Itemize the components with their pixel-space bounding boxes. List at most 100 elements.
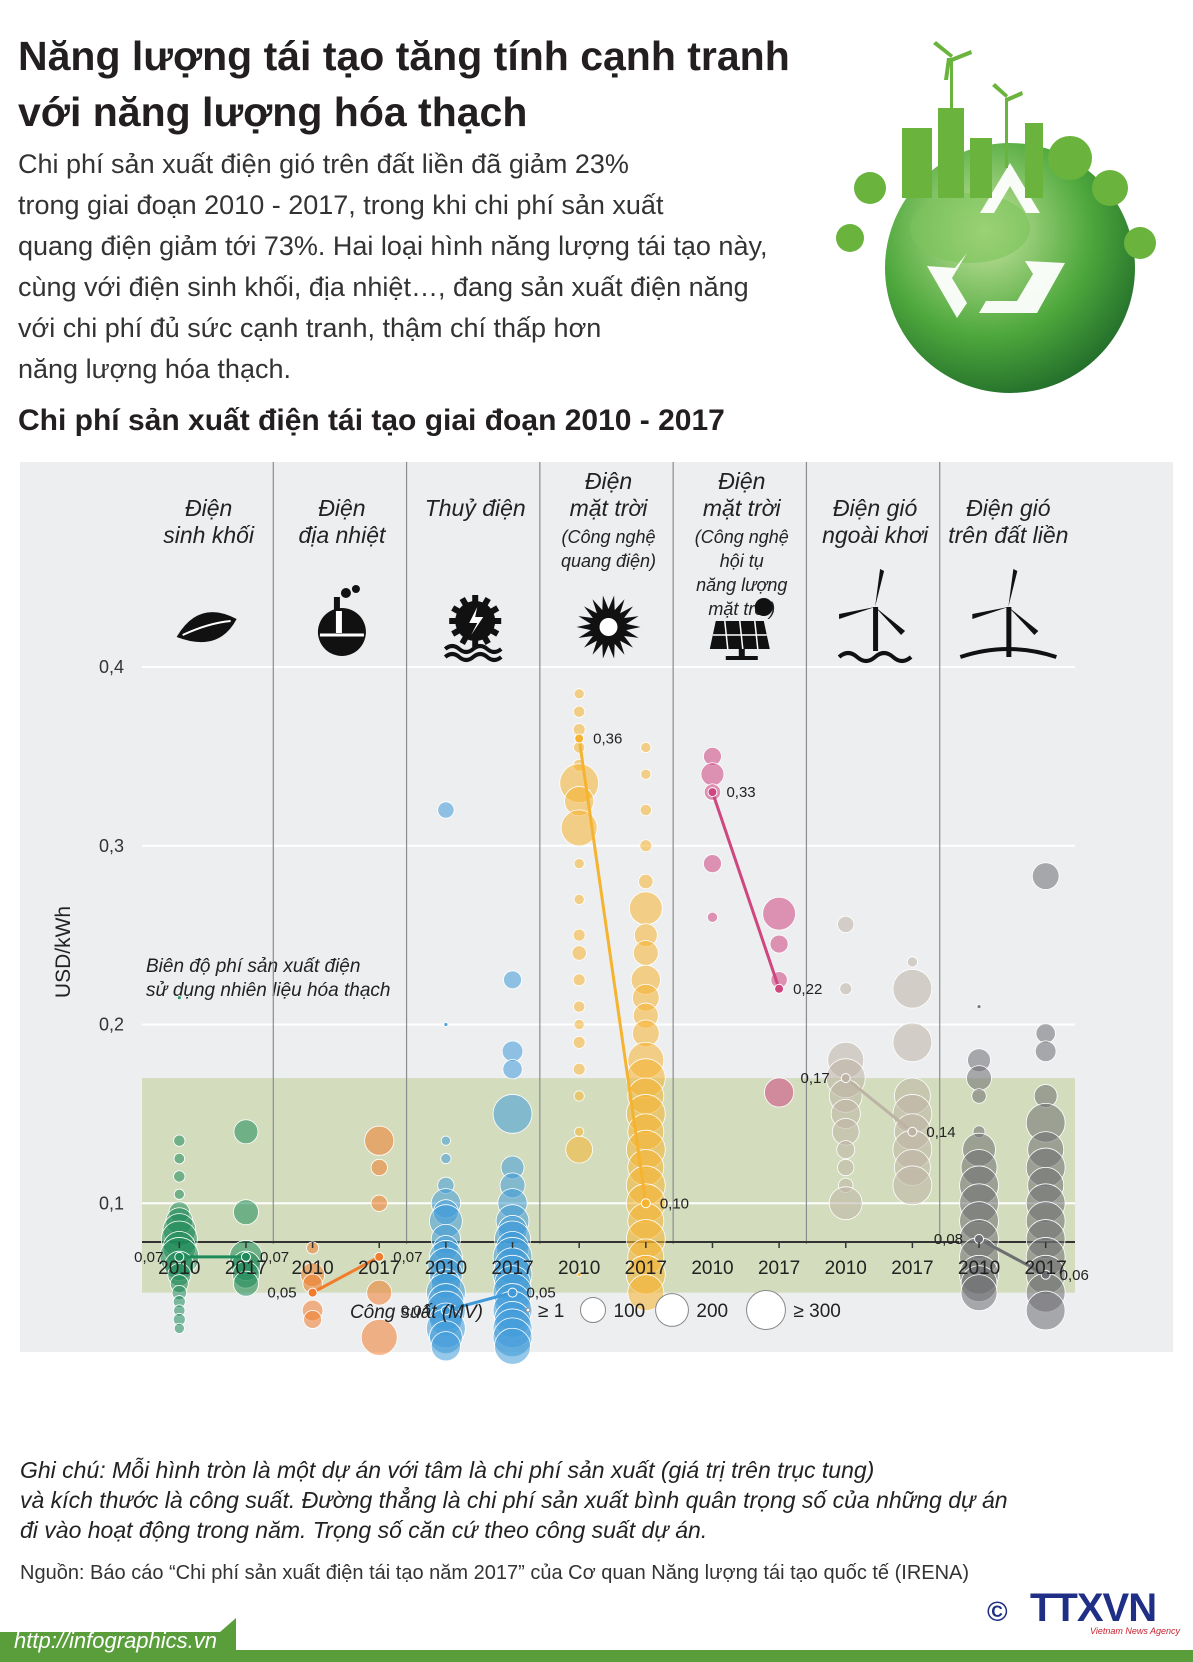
copyright-icon: © bbox=[987, 1596, 1008, 1627]
x-tick-label: 2010 bbox=[691, 1258, 733, 1279]
project-bubble bbox=[360, 1318, 398, 1356]
project-bubble bbox=[572, 928, 586, 942]
x-tick-label: 2017 bbox=[625, 1258, 667, 1279]
average-point bbox=[1040, 1269, 1051, 1280]
project-bubble bbox=[764, 1077, 795, 1108]
chart: Biên độ phí sản xuất điện sử dụng nhiên l… bbox=[20, 462, 1173, 1365]
category-label: quang điện) bbox=[561, 551, 656, 571]
x-tick-label: 2017 bbox=[491, 1258, 533, 1279]
average-point bbox=[774, 983, 785, 994]
project-bubble bbox=[502, 1059, 523, 1080]
project-bubble bbox=[640, 768, 652, 780]
legend-bubble bbox=[525, 1307, 531, 1313]
category-label: Điện bbox=[318, 495, 365, 521]
category-label: Điện bbox=[585, 468, 632, 494]
average-point bbox=[440, 1305, 451, 1316]
average-label: 0,05 bbox=[267, 1285, 296, 1302]
project-bubble bbox=[762, 896, 796, 931]
category-label: mặt trời bbox=[703, 495, 782, 521]
project-bubble bbox=[573, 1018, 585, 1031]
project-bubble bbox=[906, 956, 918, 968]
website-link[interactable]: http://infographics.vn bbox=[14, 1628, 218, 1653]
band-label: Biên độ phí sản xuất điện bbox=[146, 956, 360, 977]
category-label: trên đất liền bbox=[948, 522, 1068, 548]
average-label: 0,08 bbox=[934, 1231, 963, 1248]
legend-title: Công suất (MV) bbox=[350, 1302, 483, 1323]
category-label: Thuỷ điện bbox=[425, 495, 526, 521]
intro-text: Chi phí sản xuất điện gió trên đất liền … bbox=[18, 149, 768, 384]
project-bubble bbox=[573, 858, 585, 870]
project-bubble bbox=[173, 1170, 186, 1183]
legend-bubble bbox=[580, 1297, 606, 1323]
project-bubble bbox=[572, 973, 586, 987]
hydro-icon bbox=[443, 595, 503, 662]
project-bubble bbox=[971, 1088, 987, 1104]
project-bubble bbox=[501, 1040, 524, 1063]
page-title: Năng lượng tái tạo tăng tính cạnh tranh … bbox=[18, 33, 790, 135]
project-bubble bbox=[828, 1186, 863, 1221]
chart-title: Chi phí sản xuất điện tái tạo giai đoạn … bbox=[18, 404, 725, 437]
project-bubble bbox=[430, 1331, 461, 1362]
y-tick-label: 0,3 bbox=[99, 836, 124, 856]
project-bubble bbox=[1031, 862, 1060, 890]
project-bubble bbox=[836, 1140, 856, 1160]
project-bubble bbox=[565, 1135, 593, 1164]
legend-label: 200 bbox=[696, 1301, 728, 1322]
x-tick-label: 2010 bbox=[158, 1258, 200, 1279]
project-bubble bbox=[303, 1310, 323, 1329]
x-tick-label: 2010 bbox=[425, 1258, 467, 1279]
project-bubble bbox=[173, 1188, 185, 1200]
category-label: ngoài khơi bbox=[822, 522, 929, 548]
average-point bbox=[840, 1073, 851, 1084]
project-bubble bbox=[627, 1274, 665, 1312]
project-bubble bbox=[839, 982, 853, 996]
legend-label: 100 bbox=[614, 1301, 646, 1322]
legend-label: ≥ 300 bbox=[793, 1301, 840, 1322]
project-bubble bbox=[437, 801, 455, 819]
project-bubble bbox=[364, 1125, 395, 1156]
average-point bbox=[707, 787, 718, 798]
category-label: (Công nghệ bbox=[561, 527, 655, 547]
x-tick-label: 2010 bbox=[958, 1258, 1000, 1279]
category-label: Điện bbox=[718, 468, 765, 494]
average-label: 0,36 bbox=[593, 731, 622, 748]
average-label: 0,06 bbox=[1060, 1267, 1089, 1284]
project-bubble bbox=[370, 1194, 388, 1212]
project-bubble bbox=[573, 893, 585, 905]
footer-bar bbox=[0, 1618, 1193, 1662]
project-bubble bbox=[639, 803, 652, 817]
x-tick-label: 2017 bbox=[758, 1258, 800, 1279]
leaf-icon bbox=[176, 612, 237, 643]
average-point bbox=[240, 1251, 251, 1262]
legend-bubble bbox=[655, 1293, 689, 1327]
average-label: 0,33 bbox=[726, 784, 755, 801]
average-label: 0,04 bbox=[401, 1303, 430, 1320]
x-tick-label: 2010 bbox=[558, 1258, 600, 1279]
average-label: 0,22 bbox=[793, 981, 822, 998]
average-line bbox=[978, 1237, 1047, 1277]
project-bubble bbox=[173, 1134, 186, 1147]
ttxvn-logo: TTXVN bbox=[1030, 1586, 1157, 1630]
project-bubble bbox=[976, 1004, 982, 1010]
average-point bbox=[374, 1251, 385, 1262]
project-bubble bbox=[370, 1158, 388, 1177]
source-text: Nguồn: Báo cáo “Chi phí sản xuất điện tá… bbox=[20, 1562, 970, 1584]
project-bubble bbox=[571, 945, 587, 961]
average-point bbox=[574, 733, 585, 744]
project-bubble bbox=[892, 1022, 933, 1063]
project-bubble bbox=[1035, 1023, 1056, 1044]
average-label: 0,07 bbox=[260, 1249, 289, 1266]
project-bubble bbox=[700, 762, 725, 787]
project-bubble bbox=[1025, 1290, 1066, 1331]
project-bubble bbox=[233, 1270, 259, 1297]
project-bubble bbox=[572, 1062, 586, 1076]
band-label: sử dụng nhiên liệu hóa thạch bbox=[146, 980, 390, 1001]
project-bubble bbox=[494, 1327, 531, 1365]
sun-icon bbox=[576, 595, 641, 659]
average-label: 0,10 bbox=[660, 1195, 689, 1212]
y-tick-label: 0,4 bbox=[99, 657, 124, 677]
project-bubble bbox=[638, 873, 654, 890]
project-bubble bbox=[769, 934, 789, 954]
x-tick-label: 2017 bbox=[1025, 1258, 1067, 1279]
average-line bbox=[844, 1076, 914, 1133]
